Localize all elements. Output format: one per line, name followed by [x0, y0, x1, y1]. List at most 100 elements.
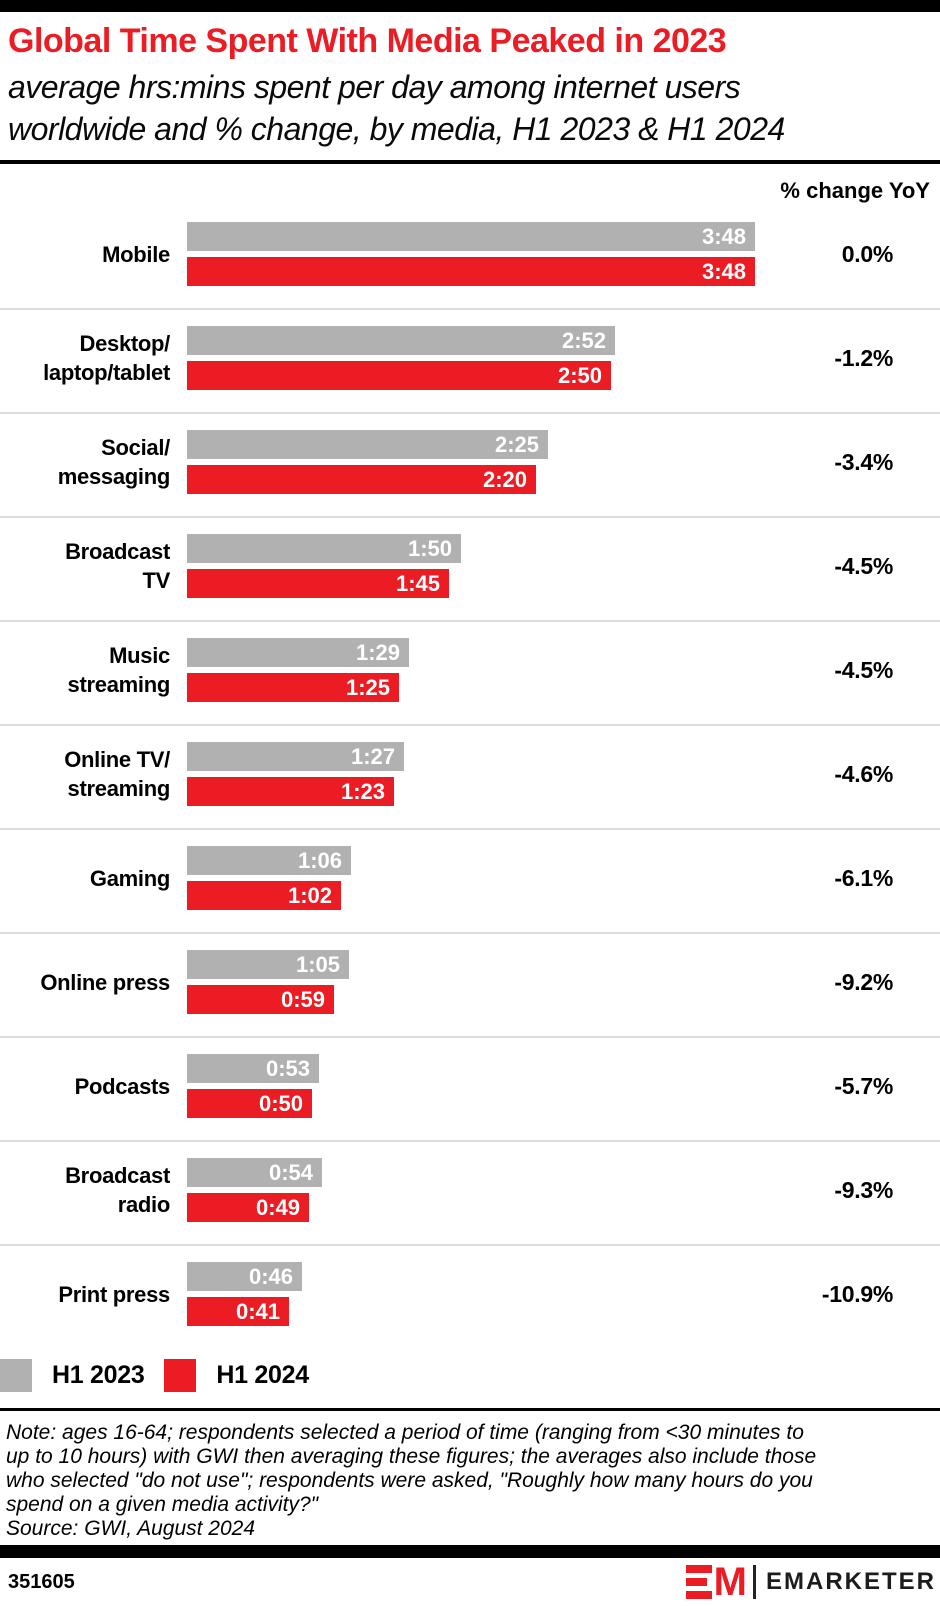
row-label: Print press	[58, 1281, 170, 1307]
bar-value-label: 0:41	[235, 1298, 280, 1324]
media-row: Broadcast TV 1:50 1:45 -4.5%	[0, 534, 940, 638]
media-row: Social/messaging 2:25 2:20 -3.4%	[0, 430, 940, 534]
bar-value-label: 0:50	[258, 1090, 303, 1116]
brand-name: EMARKETER	[765, 1568, 936, 1595]
pct-change-value: -9.2%	[834, 968, 893, 995]
chart-id: 351605	[8, 1570, 75, 1593]
bar-h1-2023: 2:25	[187, 430, 548, 459]
row-label: Podcasts	[74, 1073, 171, 1099]
bar-group: 0:54 0:49	[187, 1158, 322, 1222]
bar-h1-2024: 2:20	[187, 465, 536, 494]
legend-label: H1 2023	[52, 1361, 145, 1389]
bar-h1-2023: 1:05	[187, 950, 349, 979]
chart-subtitle: average hrs:mins spent per day among int…	[8, 66, 932, 150]
pct-change-value: -10.9%	[821, 1280, 893, 1307]
media-row: Online press 1:05 0:59 -9.2%	[0, 950, 940, 1054]
footer-black-bar	[0, 1545, 940, 1558]
bar-h1-2023: 1:06	[187, 846, 351, 875]
bar-h1-2023: 2:52	[187, 326, 615, 355]
emarketer-e-mark-icon	[685, 1565, 712, 1599]
bar-h1-2023: 3:48	[187, 222, 755, 251]
media-row: Gaming 1:06 1:02 -6.1%	[0, 846, 940, 950]
note-line: spend on a given media activity?"	[6, 1493, 319, 1516]
media-row: Mobile 3:48 3:48 0.0%	[0, 222, 940, 326]
note-line: Note: ages 16-64; respondents selected a…	[6, 1421, 804, 1444]
bar-value-label: 0:53	[265, 1055, 310, 1081]
bar-group: 0:46 0:41	[187, 1262, 302, 1326]
subtitle-line-2: worldwide and % change, by media, H1 202…	[8, 111, 785, 147]
bar-h1-2023: 0:54	[187, 1158, 322, 1187]
bar-value-label: 1:25	[345, 674, 390, 700]
bar-value-label: 1:23	[340, 778, 385, 804]
bar-h1-2024: 0:49	[187, 1193, 309, 1222]
pct-change-column-header: % change YoY	[780, 178, 930, 203]
row-label: Broadcast TV	[65, 539, 170, 593]
bar-value-label: 2:52	[561, 327, 606, 353]
bar-h1-2023: 1:27	[187, 742, 404, 771]
bar-value-label: 1:06	[297, 847, 342, 873]
page-title: Global Time Spent With Media Peaked in 2…	[8, 22, 727, 60]
bar-value-label: 0:54	[268, 1159, 313, 1185]
bar-value-label: 1:29	[355, 639, 400, 665]
bar-group: 1:05 0:59	[187, 950, 349, 1014]
pct-change-value: 0.0%	[841, 240, 894, 267]
media-row: Print press 0:46 0:41 -10.9%	[0, 1262, 940, 1326]
source-line: Source: GWI, August 2024	[6, 1517, 256, 1540]
bar-value-label: 3:48	[701, 258, 746, 284]
bar-h1-2023: 1:50	[187, 534, 461, 563]
row-label: Mobile	[102, 241, 170, 267]
bar-chart: Mobile 3:48 3:48 0.0% Desktop/laptop/tablet 2…	[0, 222, 940, 1326]
bar-h1-2024: 1:25	[187, 673, 399, 702]
bar-h1-2024: 1:23	[187, 777, 394, 806]
legend-swatch	[164, 1359, 197, 1392]
bar-value-label: 1:27	[350, 743, 395, 769]
logo-divider	[752, 1565, 756, 1599]
media-row: Desktop/laptop/tablet 2:52 2:50 -1.2%	[0, 326, 940, 430]
bar-h1-2024: 1:02	[187, 881, 341, 910]
emarketer-logo: M EMARKETER	[685, 1562, 936, 1602]
bar-h1-2024: 0:50	[187, 1089, 312, 1118]
pct-change-value: -1.2%	[834, 344, 893, 371]
pct-change-value: -4.6%	[834, 760, 893, 787]
media-row: Music streaming 1:29 1:25 -4.5%	[0, 638, 940, 742]
bar-value-label: 1:05	[295, 951, 340, 977]
bar-h1-2024: 0:59	[187, 985, 334, 1014]
bar-group: 2:52 2:50	[187, 326, 615, 390]
bar-value-label: 2:50	[557, 362, 602, 388]
bar-group: 1:29 1:25	[187, 638, 409, 702]
media-row: Online TV/streaming 1:27 1:23 -4.6%	[0, 742, 940, 846]
bar-value-label: 2:25	[494, 431, 539, 457]
bar-h1-2024: 2:50	[187, 361, 611, 390]
bar-h1-2023: 0:53	[187, 1054, 319, 1083]
row-label: Music streaming	[67, 643, 171, 697]
top-black-bar	[0, 0, 940, 12]
bar-group: 3:48 3:48	[187, 222, 755, 286]
bar-group: 1:27 1:23	[187, 742, 404, 806]
bar-group: 1:50 1:45	[187, 534, 461, 598]
subtitle-line-1: average hrs:mins spent per day among int…	[8, 69, 741, 105]
row-label: Desktop/laptop/tablet	[43, 331, 170, 385]
header-divider-rule	[0, 160, 940, 164]
legend-label: H1 2024	[216, 1361, 309, 1389]
bar-value-label: 1:02	[287, 882, 332, 908]
bar-h1-2023: 1:29	[187, 638, 409, 667]
bar-value-label: 1:50	[407, 535, 452, 561]
bar-group: 2:25 2:20	[187, 430, 548, 494]
bar-value-label: 2:20	[482, 466, 527, 492]
bar-value-label: 0:46	[248, 1263, 293, 1289]
legend: H1 2023 H1 2024	[0, 1359, 940, 1392]
media-row: Broadcast radio 0:54 0:49 -9.3%	[0, 1158, 940, 1262]
note-block: Note: ages 16-64; respondents selected a…	[6, 1421, 932, 1541]
pct-change-value: -5.7%	[834, 1072, 893, 1099]
legend-swatch	[0, 1359, 32, 1392]
row-label: Gaming	[89, 865, 170, 891]
pct-change-value: -4.5%	[834, 656, 893, 683]
bar-value-label: 3:48	[701, 223, 746, 249]
row-label: Broadcast radio	[65, 1163, 170, 1217]
row-label: Social/messaging	[57, 435, 171, 489]
pct-change-value: -3.4%	[834, 448, 893, 475]
pct-change-value: -4.5%	[834, 552, 893, 579]
row-label: Online TV/streaming	[64, 747, 170, 801]
footer: 351605 M EMARKETER	[0, 1558, 940, 1606]
bar-h1-2024: 3:48	[187, 257, 755, 286]
